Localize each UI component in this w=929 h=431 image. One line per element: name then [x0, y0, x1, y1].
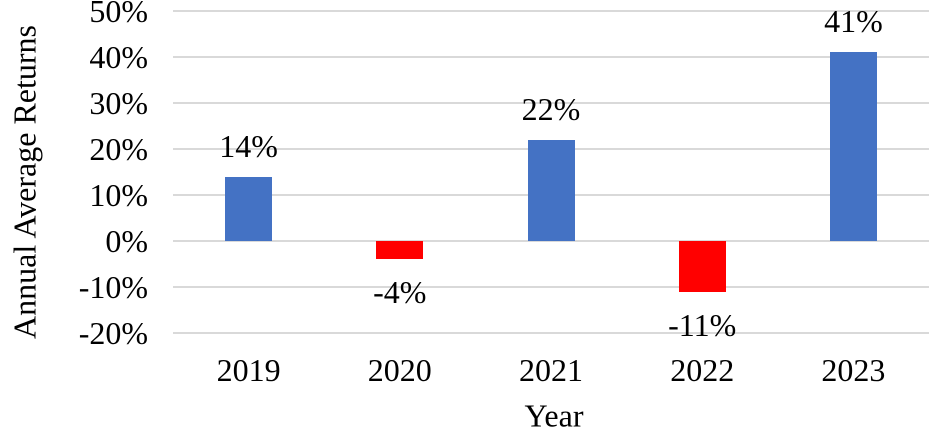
gridline--20%: [173, 332, 929, 334]
x-tick-label-2021: 2021: [519, 352, 583, 388]
bar-2023: [829, 52, 877, 241]
data-label-2022: -11%: [668, 306, 737, 343]
bar-2021: [527, 139, 575, 241]
gridline--10%: [173, 286, 929, 288]
gridline-30%: [173, 102, 929, 104]
y-tick-label-0%: 0%: [105, 223, 148, 259]
y-tick-label-30%: 30%: [89, 85, 148, 121]
x-tick-label-2022: 2022: [670, 352, 735, 388]
bar-2020: [376, 241, 424, 260]
x-tick-label-2019: 2019: [216, 352, 281, 388]
y-tick-label-50%: 50%: [89, 0, 148, 29]
gridline-40%: [173, 56, 929, 58]
gridline-0%: [173, 240, 929, 242]
y-tick-label-20%: 20%: [89, 131, 148, 167]
y-tick-label-40%: 40%: [89, 39, 148, 75]
data-label-2019: 14%: [219, 127, 278, 164]
data-label-2021: 22%: [521, 90, 581, 127]
y-tick-label-10%: 10%: [89, 177, 148, 213]
y-tick-label--20%: -20%: [78, 315, 148, 351]
bar-2019: [225, 176, 273, 241]
data-label-2023: 41%: [824, 3, 883, 40]
bar-2022: [678, 241, 726, 292]
x-tick-label-2020: 2020: [367, 352, 432, 388]
x-axis-title: Year: [524, 397, 584, 431]
data-label-2020: -4%: [373, 274, 427, 311]
x-tick-label-2023: 2023: [821, 352, 886, 388]
y-tick-label--10%: -10%: [78, 269, 148, 305]
gridline-50%: [173, 10, 929, 12]
